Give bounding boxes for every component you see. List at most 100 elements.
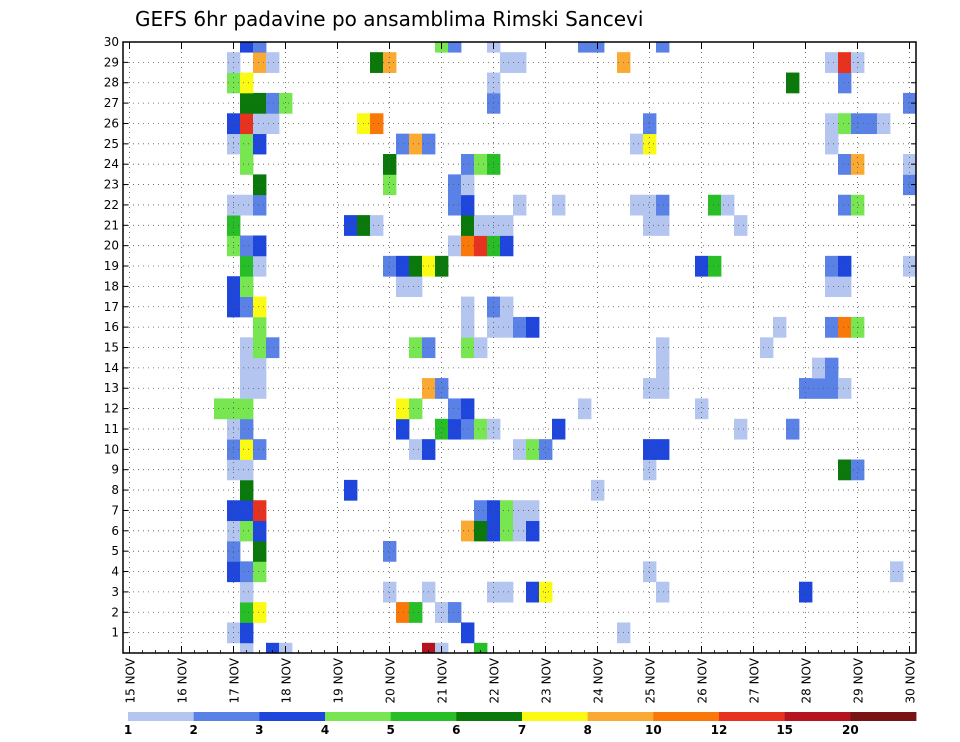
heatmap-cell: [461, 296, 475, 318]
heatmap-cell: [240, 418, 254, 440]
heatmap-cell: [409, 439, 423, 460]
y-tick-label: 5: [111, 544, 119, 558]
heatmap-cell: [448, 235, 462, 257]
colorbar-label: 3: [255, 723, 263, 737]
heatmap-cell: [643, 133, 657, 155]
heatmap-cell: [825, 113, 839, 135]
x-tick-label: 15 NOV: [124, 657, 138, 703]
heatmap-cell: [409, 398, 423, 420]
y-tick-label: 17: [104, 300, 119, 314]
heatmap-cell: [240, 72, 254, 94]
colorbar: 1 2 3 4 5 6 7 8 10 12 15 20: [124, 712, 917, 737]
heatmap-cell: [253, 52, 267, 73]
y-tick-label: 8: [111, 483, 119, 497]
y-tick-label: 23: [104, 178, 119, 192]
heatmap-cell: [253, 378, 267, 399]
heatmap-cell: [240, 113, 254, 135]
colorbar-label: 8: [583, 723, 591, 737]
heatmap-cell: [474, 418, 488, 440]
heatmap-cell: [838, 72, 852, 94]
heatmap-cell: [448, 174, 462, 196]
heatmap-cell: [266, 337, 280, 359]
colorbar-label: 10: [645, 723, 662, 737]
y-tick-label: 21: [104, 218, 119, 232]
heatmap-cell: [461, 337, 475, 359]
heatmap-cell: [253, 174, 267, 196]
heatmap-cell: [240, 500, 254, 522]
heatmap-cell: [838, 113, 852, 135]
colorbar-label: 6: [452, 723, 460, 737]
colorbar-swatch: [719, 712, 786, 721]
y-tick-label: 27: [104, 96, 119, 110]
heatmap-cell: [474, 500, 488, 522]
heatmap-cell: [253, 520, 267, 542]
colorbar-swatch: [193, 712, 260, 721]
heatmap-cell: [734, 418, 748, 440]
heatmap-cell: [240, 398, 254, 420]
heatmap-cell: [799, 378, 813, 399]
heatmap-cell: [578, 42, 592, 53]
heatmap-cell: [903, 92, 917, 114]
y-tick-label: 24: [104, 157, 119, 171]
colorbar-label: 4: [321, 723, 329, 737]
heatmap-cell: [266, 642, 280, 654]
heatmap-cell: [396, 398, 410, 420]
heatmap-cell: [786, 72, 800, 94]
heatmap-cell: [838, 378, 852, 399]
heatmap-cell: [838, 316, 852, 338]
x-tick-label: 16 NOV: [176, 657, 190, 703]
heatmap-cell: [461, 316, 475, 338]
heatmap-cell: [253, 357, 267, 379]
heatmap-cell: [695, 398, 709, 420]
colorbar-swatch: [259, 712, 326, 721]
heatmap-cell: [708, 194, 722, 216]
heatmap-cell: [240, 357, 254, 379]
heatmap-cell: [474, 215, 488, 236]
y-tick-label: 25: [104, 137, 119, 151]
heatmap-cell: [253, 113, 267, 135]
heatmap-cell: [240, 296, 254, 318]
colorbar-label: 1: [124, 723, 132, 737]
heatmap-cell: [409, 255, 423, 277]
y-tick-label: 1: [111, 626, 119, 640]
heatmap-cell: [825, 316, 839, 338]
heatmap-cell: [253, 540, 267, 562]
y-tick-label: 6: [111, 524, 119, 538]
y-tick-label: 4: [111, 565, 119, 579]
heatmap-cell: [253, 235, 267, 257]
heatmap-cell: [656, 357, 670, 379]
heatmap-cell: [253, 92, 267, 114]
colorbar-swatch: [456, 712, 523, 721]
heatmap-cell: [643, 113, 657, 135]
heatmap-cell: [344, 479, 358, 501]
x-tick-label: 19 NOV: [332, 657, 346, 703]
heatmap-cell: [851, 194, 865, 216]
heatmap-cell: [396, 276, 410, 297]
heatmap-cell: [500, 52, 514, 73]
heatmap-cell: [500, 235, 514, 257]
heatmap-cell: [474, 337, 488, 359]
heatmap-cell: [435, 418, 449, 440]
heatmap-cell: [383, 540, 397, 562]
heatmap-cell: [838, 459, 852, 481]
heatmap-cell: [240, 92, 254, 114]
heatmap-cell: [253, 316, 267, 338]
colorbar-swatch: [850, 712, 917, 721]
heatmap-cell: [825, 133, 839, 155]
heatmap-cell: [461, 398, 475, 420]
heatmap-cell: [890, 561, 904, 583]
heatmap-cell: [461, 520, 475, 542]
x-tick-label: 22 NOV: [488, 657, 502, 703]
heatmap-cell: [409, 337, 423, 359]
y-axis: 1234567891011121314151617181920212223242…: [104, 35, 916, 640]
heatmap-cell: [396, 133, 410, 155]
heatmap-cell: [344, 215, 358, 236]
heatmap-cell: [838, 52, 852, 73]
heatmap-cell: [474, 154, 488, 175]
heatmap-cell: [838, 255, 852, 277]
y-tick-label: 16: [104, 320, 119, 334]
heatmap-cell: [656, 581, 670, 603]
x-tick-label: 30 NOV: [904, 657, 918, 703]
heatmap-cell: [461, 174, 475, 196]
heatmap-cell: [500, 500, 514, 522]
